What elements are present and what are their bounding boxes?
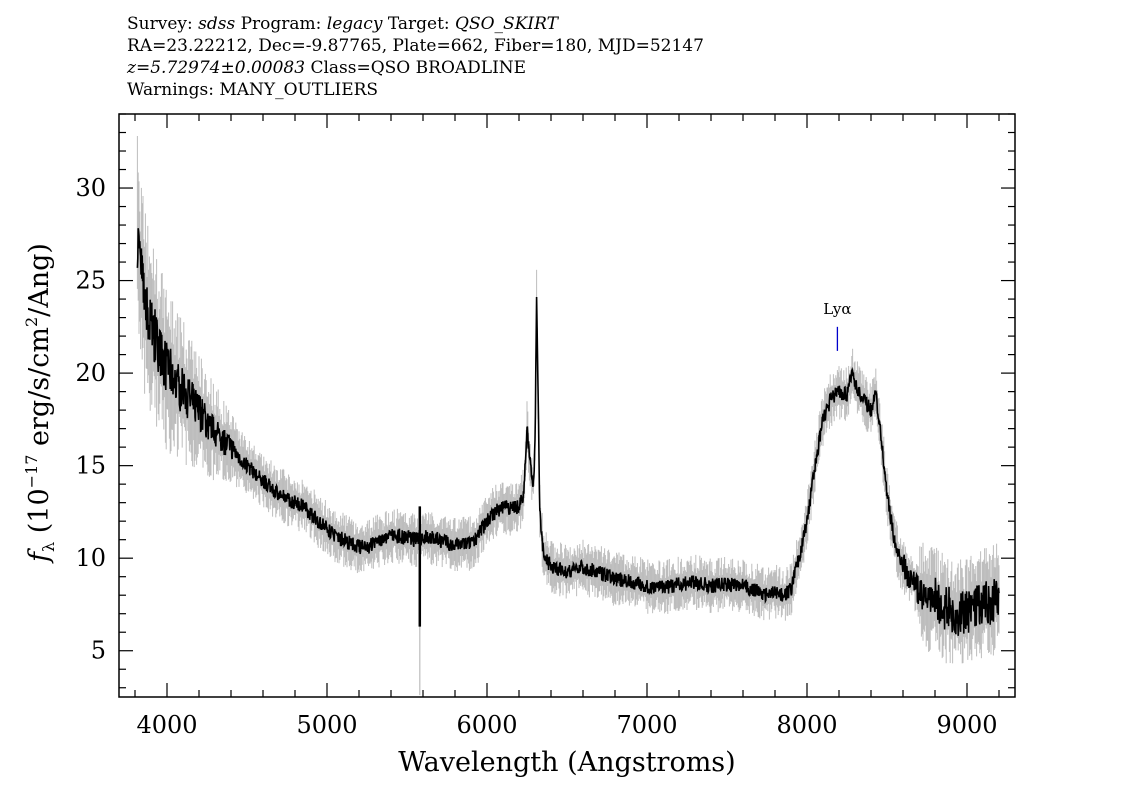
flux-series bbox=[136, 228, 1000, 636]
program-value: legacy bbox=[326, 14, 383, 34]
header-line-warnings: Warnings: MANY_OUTLIERS bbox=[127, 80, 379, 100]
header-line-survey: Survey: sdss Program: legacy Target: QSO… bbox=[127, 13, 704, 35]
spectrum-header: Survey: sdss Program: legacy Target: QSO… bbox=[127, 13, 704, 101]
x-axis-title: Wavelength (Angstroms) bbox=[398, 747, 735, 778]
annotations: Lyα bbox=[823, 300, 852, 351]
y-axis-title-part: 2 bbox=[22, 317, 41, 327]
y-axis-title-part: (10 bbox=[24, 488, 55, 541]
target-value: QSO_SKIRT bbox=[455, 14, 558, 34]
y-axis-title: fλ (10−17 erg/s/cm2/Ang) bbox=[22, 243, 58, 564]
x-tick-label: 5000 bbox=[296, 711, 357, 739]
header-line-redshift: z=5.72974±0.00083 Class=QSO BROADLINE bbox=[127, 57, 704, 79]
y-tick-label: 20 bbox=[75, 359, 106, 387]
y-axis-title-part: f bbox=[24, 548, 55, 564]
x-tick-label: 7000 bbox=[616, 711, 677, 739]
tick-labels: 4000 5000 6000 7000 8000 9000 5 10 15 20 25 30 bbox=[75, 174, 997, 739]
y-tick-label: 10 bbox=[75, 544, 106, 572]
y-tick-label: 5 bbox=[91, 637, 106, 665]
target-label: Target: bbox=[382, 14, 456, 34]
y-axis-title-part: λ bbox=[39, 542, 58, 552]
survey-label: Survey: bbox=[127, 14, 199, 34]
program-label: Program: bbox=[235, 14, 327, 34]
y-tick-label: 15 bbox=[75, 452, 106, 480]
y-tick-label: 25 bbox=[75, 267, 106, 295]
plot-frame bbox=[118, 113, 1016, 698]
survey-value: sdss bbox=[198, 14, 236, 34]
flux-line bbox=[136, 228, 1000, 636]
x-tick-label: 6000 bbox=[456, 711, 517, 739]
y-tick-label: 30 bbox=[75, 174, 106, 202]
y-axis-title-part: /Ang) bbox=[24, 243, 55, 317]
line-label-lya: Lyα bbox=[823, 300, 851, 318]
x-tick-label: 9000 bbox=[936, 711, 997, 739]
y-axis-title-part: erg/s/cm bbox=[24, 327, 55, 455]
class-value: Class=QSO BROADLINE bbox=[305, 58, 527, 78]
x-tick-label: 8000 bbox=[776, 711, 837, 739]
noise-band bbox=[136, 135, 1000, 696]
header-line-coordinates: RA=23.22212, Dec=-9.87765, Plate=662, Fi… bbox=[127, 36, 704, 56]
axis-ticks bbox=[119, 113, 1015, 697]
y-axis-title-part: −17 bbox=[22, 455, 41, 489]
x-tick-label: 4000 bbox=[136, 711, 197, 739]
redshift-value: z=5.72974±0.00083 bbox=[127, 58, 306, 78]
